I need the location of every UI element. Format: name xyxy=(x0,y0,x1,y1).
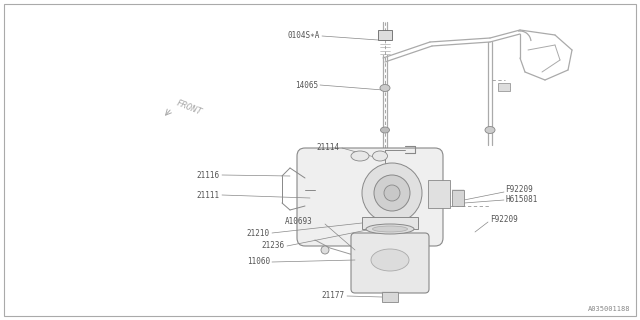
Text: FRONT: FRONT xyxy=(175,99,204,117)
Circle shape xyxy=(321,246,329,254)
Text: A035001188: A035001188 xyxy=(588,306,630,312)
Bar xyxy=(428,180,450,208)
Text: 21210: 21210 xyxy=(247,228,270,237)
Text: A10693: A10693 xyxy=(285,218,313,227)
Text: 0104S∗A: 0104S∗A xyxy=(287,31,320,41)
Bar xyxy=(362,217,418,229)
Text: 21111: 21111 xyxy=(197,190,220,199)
Circle shape xyxy=(384,185,400,201)
Text: 21116: 21116 xyxy=(197,171,220,180)
Ellipse shape xyxy=(381,127,390,133)
Text: 21177: 21177 xyxy=(322,292,345,300)
Ellipse shape xyxy=(485,126,495,133)
Text: 21114: 21114 xyxy=(317,143,340,153)
Text: F92209: F92209 xyxy=(490,215,518,225)
Ellipse shape xyxy=(380,84,390,92)
Bar xyxy=(378,30,392,40)
Ellipse shape xyxy=(371,249,409,271)
Ellipse shape xyxy=(372,226,408,232)
Ellipse shape xyxy=(372,151,387,161)
Text: H615081: H615081 xyxy=(505,196,538,204)
Bar xyxy=(452,190,464,206)
Text: F92209: F92209 xyxy=(505,186,532,195)
Circle shape xyxy=(374,175,410,211)
Ellipse shape xyxy=(351,151,369,161)
Circle shape xyxy=(362,163,422,223)
FancyBboxPatch shape xyxy=(4,4,636,316)
FancyBboxPatch shape xyxy=(297,148,443,246)
Bar xyxy=(382,292,398,302)
Text: 14065: 14065 xyxy=(295,81,318,90)
Bar xyxy=(498,83,510,91)
FancyBboxPatch shape xyxy=(351,233,429,293)
Ellipse shape xyxy=(366,224,414,234)
Text: 21236: 21236 xyxy=(262,242,285,251)
Text: 11060: 11060 xyxy=(247,258,270,267)
